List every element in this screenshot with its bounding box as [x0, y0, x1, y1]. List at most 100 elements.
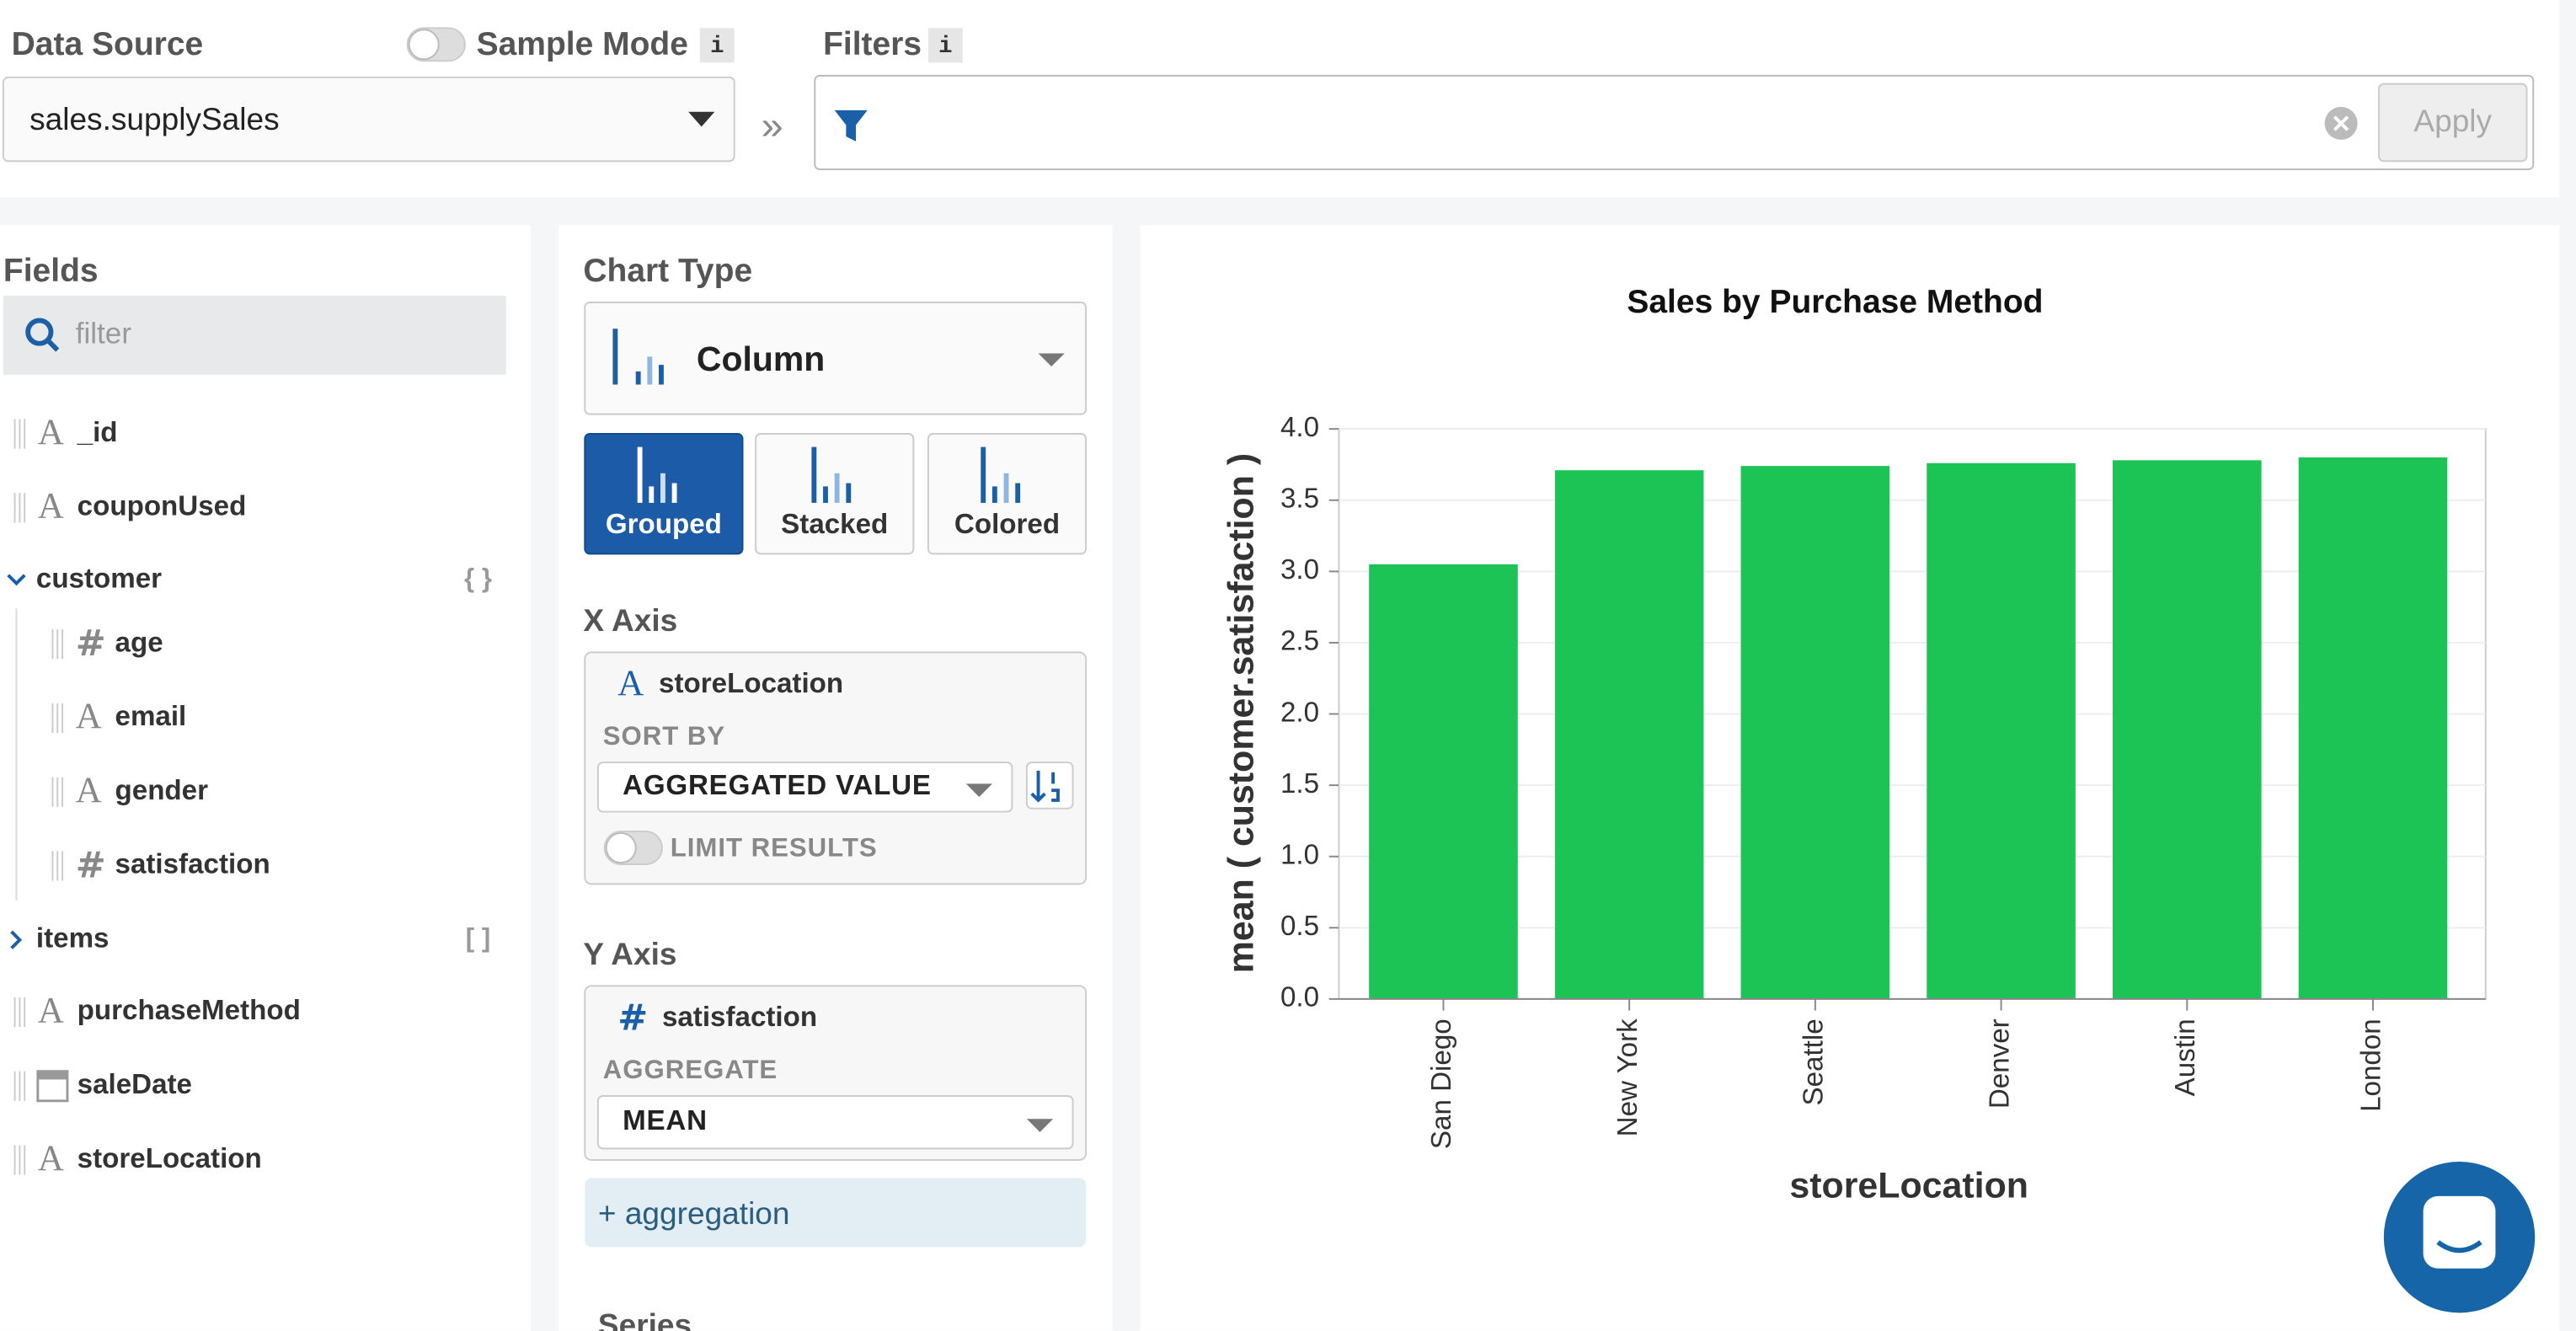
field-type-icon: #: [76, 623, 106, 665]
variant-icon-bar: [660, 473, 665, 503]
field-type-icon: #: [76, 844, 106, 886]
x-tick-label: San Diego: [1426, 1018, 1457, 1149]
column-icon: [612, 329, 664, 385]
y-tick-label: 3.0: [1280, 554, 1319, 585]
drag-handle: [51, 851, 64, 881]
variant-icon-bar: [834, 473, 840, 503]
clear-x: [2333, 115, 2349, 131]
y-tick-label: 1.5: [1280, 768, 1319, 799]
chevron[interactable]: [10, 930, 23, 949]
filter-input[interactable]: [814, 74, 2535, 170]
field-name[interactable]: gender: [115, 775, 209, 806]
field-type-icon: A: [76, 771, 102, 810]
date-icon-top: [37, 1071, 67, 1080]
bar: [1369, 564, 1518, 999]
add-aggregation[interactable]: [585, 1178, 1087, 1248]
y-tick-label: 2.5: [1280, 626, 1319, 657]
plot: 0.0 0.5 1.0 1.5 2.0 2.5 3.0 3.5 4.0 San Diego New …: [1280, 412, 2487, 1149]
y-field[interactable]: satisfaction: [662, 1002, 817, 1033]
y-tick-label: 4.0: [1280, 412, 1319, 443]
field-name[interactable]: couponUsed: [77, 491, 247, 522]
field-type-icon: A: [38, 487, 64, 527]
variant-icon-bar: [811, 446, 817, 503]
aggregate-dropdown[interactable]: [596, 1094, 1074, 1150]
field-name[interactable]: items: [36, 922, 110, 954]
field-name[interactable]: purchaseMethod: [77, 995, 301, 1026]
field-name[interactable]: customer: [36, 563, 162, 594]
chart-title: Sales by Purchase Method: [1627, 284, 2043, 320]
variant-buttons: Grouped Stacked Colored: [584, 433, 1088, 555]
dropdown-arrow: [965, 783, 992, 798]
y-tick-label: 3.5: [1280, 484, 1319, 515]
y-tick-label: 2.0: [1280, 697, 1319, 728]
field-name[interactable]: storeLocation: [77, 1143, 262, 1174]
data-source-dropdown[interactable]: [2, 76, 735, 163]
field-list: A _id A couponUsed customer { } # age A email A gen…: [7, 413, 492, 1179]
bar: [1740, 466, 1890, 999]
chat-icon: [2423, 1195, 2496, 1269]
field-name[interactable]: satisfaction: [115, 849, 270, 880]
field-type-icon: A: [38, 413, 64, 452]
x-field[interactable]: storeLocation: [659, 668, 843, 699]
info-icon[interactable]: [699, 28, 735, 63]
sample-mode-label: Sample Mode: [477, 26, 688, 62]
field-type-icon: A: [617, 664, 644, 703]
drag-handle: [13, 1071, 26, 1101]
sort-dropdown[interactable]: [596, 762, 1013, 813]
field-type-icon: A: [76, 697, 102, 736]
field-name[interactable]: email: [115, 701, 187, 732]
aggregate-value: MEAN: [623, 1105, 708, 1136]
dropdown-arrow: [688, 111, 715, 127]
y-tick-label: 1.0: [1280, 839, 1319, 870]
add-aggregation-text: + aggregation: [598, 1195, 790, 1231]
bar: [1927, 462, 2076, 999]
drag-handle: [51, 777, 64, 807]
drag-handle: [51, 703, 64, 733]
series-label: Series: [598, 1307, 692, 1331]
variant-icon-bar: [649, 486, 655, 503]
field-name[interactable]: _id: [77, 417, 118, 448]
variant-icon-bar: [823, 486, 828, 503]
limit-label: LIMIT RESULTS: [671, 833, 878, 863]
chart-type-value: Column: [697, 339, 825, 378]
separator: »: [762, 104, 783, 147]
drag-handle: [13, 419, 26, 449]
bar: [1554, 470, 1704, 999]
y-axis-title: mean ( customer.satisfaction ): [1221, 453, 1262, 973]
field-name[interactable]: saleDate: [77, 1069, 192, 1100]
apply-button[interactable]: [2377, 83, 2528, 163]
toggle-knob: [605, 831, 637, 864]
sort-order-button[interactable]: [1025, 762, 1074, 810]
variant-icon-bar: [981, 446, 986, 503]
chat-smile: [2436, 1240, 2482, 1253]
variant-label: Stacked: [781, 509, 888, 540]
search-icon: [25, 318, 54, 346]
aggregate-label: AGGREGATE: [603, 1055, 778, 1084]
data-source-value: sales.supplySales: [29, 101, 280, 136]
info-text: i: [938, 34, 952, 60]
search-placeholder: filter: [76, 317, 132, 350]
field-type-icon: A: [38, 1139, 64, 1179]
sort-label: SORT BY: [603, 721, 725, 751]
x-tick-label: London: [2356, 1018, 2387, 1112]
variant-icon-bar: [991, 486, 997, 503]
fields-panel: [0, 225, 531, 1331]
field-search[interactable]: [3, 296, 506, 375]
x-tick-label: Austin: [2170, 1018, 2201, 1096]
x-tick-label: Denver: [1984, 1018, 2015, 1109]
variant-label: Grouped: [606, 509, 722, 540]
x-tick-label: Seattle: [1798, 1018, 1830, 1105]
info-icon[interactable]: [927, 28, 963, 63]
group-icon: { }: [464, 564, 492, 593]
x-axis-label: X Axis: [583, 602, 677, 638]
filters-label: Filters: [823, 26, 922, 62]
chart-type-dropdown[interactable]: [584, 302, 1088, 415]
chevron[interactable]: [7, 574, 26, 586]
search-handle: [45, 338, 60, 352]
variant-label: Colored: [954, 509, 1060, 540]
field-name[interactable]: age: [115, 627, 163, 658]
fields-title: Fields: [3, 253, 99, 289]
apply-text: Apply: [2413, 103, 2492, 138]
bar: [2112, 460, 2262, 999]
